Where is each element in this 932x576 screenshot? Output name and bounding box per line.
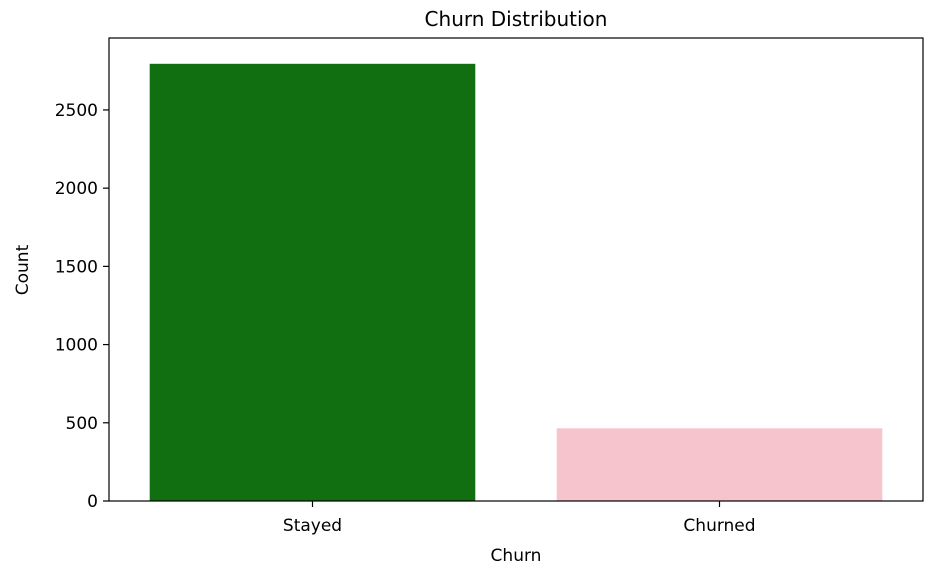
- x-axis-ticks: Stayed Churned: [283, 501, 756, 536]
- y-tick-label: 1500: [55, 257, 98, 277]
- y-tick-label: 0: [87, 492, 98, 512]
- x-tick-label: Stayed: [283, 516, 342, 536]
- y-tick-label: 2500: [55, 101, 98, 121]
- bar-stayed: [149, 63, 476, 502]
- x-tick-label: Churned: [683, 516, 755, 536]
- bars-group: [149, 63, 883, 502]
- plot-frame: [108, 37, 924, 502]
- bar-churned: [556, 428, 883, 501]
- y-tick-label: 500: [66, 414, 98, 434]
- y-tick-label: 1000: [55, 336, 98, 356]
- x-axis-label: Churn: [491, 546, 542, 566]
- y-tick-label: 2000: [55, 179, 98, 199]
- y-axis-label: Count: [13, 244, 33, 295]
- chart-title: Churn Distribution: [425, 7, 608, 31]
- y-axis-ticks: 0 500 1000 1500 2000 2500: [55, 101, 109, 512]
